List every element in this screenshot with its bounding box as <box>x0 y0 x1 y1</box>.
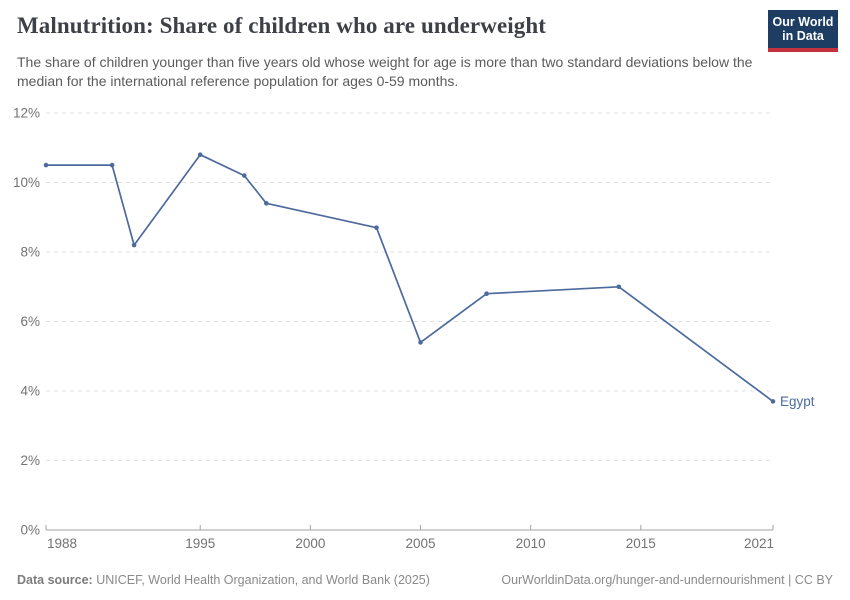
chart-subtitle: The share of children younger than five … <box>17 54 753 90</box>
data-point <box>616 284 622 290</box>
y-tick-label: 2% <box>20 453 40 468</box>
data-line <box>45 153 774 403</box>
data-point <box>242 173 247 178</box>
y-tick-label: 4% <box>20 384 40 399</box>
data-point <box>131 242 137 248</box>
x-tick-label: 1988 <box>47 536 77 551</box>
y-tick-label: 0% <box>20 523 40 538</box>
y-tick-label: 8% <box>20 245 40 260</box>
data-source-text: UNICEF, World Health Organization, and W… <box>92 573 430 587</box>
series-end-label: Egypt <box>780 394 815 409</box>
owid-logo: Our World in Data <box>768 10 838 52</box>
x-tick-label: 2000 <box>295 536 325 551</box>
data-point <box>197 152 203 157</box>
x-tick-label: 2015 <box>626 536 656 551</box>
data-source-label: Data source: <box>17 573 93 587</box>
x-tick-label: 2010 <box>516 536 546 551</box>
data-point <box>43 162 49 168</box>
data-point <box>484 291 489 297</box>
owid-logo-line1: Our World <box>772 15 834 29</box>
y-tick-label: 6% <box>20 314 40 329</box>
x-tick-label: 1995 <box>185 536 215 551</box>
owid-logo-line2: in Data <box>782 29 824 44</box>
x-tick-label: 2021 <box>744 536 774 551</box>
license-note: OurWorldinData.org/hunger-and-undernouri… <box>501 573 833 587</box>
data-point <box>264 201 269 206</box>
data-point <box>374 225 379 230</box>
x-tick-label: 2005 <box>405 536 435 551</box>
y-tick-label: 10% <box>13 175 40 190</box>
data-point <box>109 162 115 168</box>
data-point <box>770 399 776 404</box>
chart-title: Malnutrition: Share of children who are … <box>17 13 547 38</box>
y-tick-label: 12% <box>13 106 40 121</box>
data-point <box>418 340 423 345</box>
data-source-note: Data source: UNICEF, World Health Organi… <box>17 573 430 587</box>
